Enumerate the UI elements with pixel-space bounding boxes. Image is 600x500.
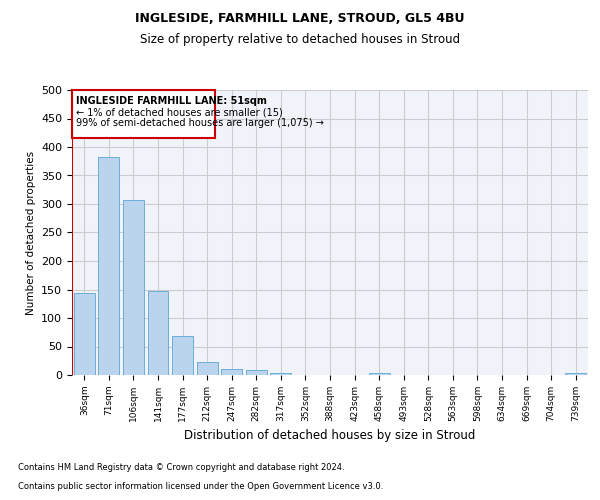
- Text: Contains public sector information licensed under the Open Government Licence v3: Contains public sector information licen…: [18, 482, 383, 491]
- Text: ← 1% of detached houses are smaller (15): ← 1% of detached houses are smaller (15): [76, 107, 283, 117]
- Text: INGLESIDE FARMHILL LANE: 51sqm: INGLESIDE FARMHILL LANE: 51sqm: [76, 96, 266, 106]
- FancyBboxPatch shape: [72, 90, 215, 138]
- Bar: [74, 294, 95, 375]
- Text: Size of property relative to detached houses in Stroud: Size of property relative to detached ho…: [140, 32, 460, 46]
- Bar: [148, 290, 169, 375]
- Bar: [172, 336, 193, 375]
- Bar: [221, 368, 242, 375]
- Bar: [197, 362, 218, 375]
- Bar: [123, 200, 144, 375]
- Bar: [271, 372, 292, 375]
- Bar: [565, 372, 586, 375]
- Text: INGLESIDE, FARMHILL LANE, STROUD, GL5 4BU: INGLESIDE, FARMHILL LANE, STROUD, GL5 4B…: [135, 12, 465, 26]
- Y-axis label: Number of detached properties: Number of detached properties: [26, 150, 35, 314]
- X-axis label: Distribution of detached houses by size in Stroud: Distribution of detached houses by size …: [184, 430, 476, 442]
- Text: 99% of semi-detached houses are larger (1,075) →: 99% of semi-detached houses are larger (…: [76, 118, 323, 128]
- Bar: [246, 370, 267, 375]
- Text: Contains HM Land Registry data © Crown copyright and database right 2024.: Contains HM Land Registry data © Crown c…: [18, 464, 344, 472]
- Bar: [368, 374, 389, 375]
- Bar: [98, 156, 119, 375]
